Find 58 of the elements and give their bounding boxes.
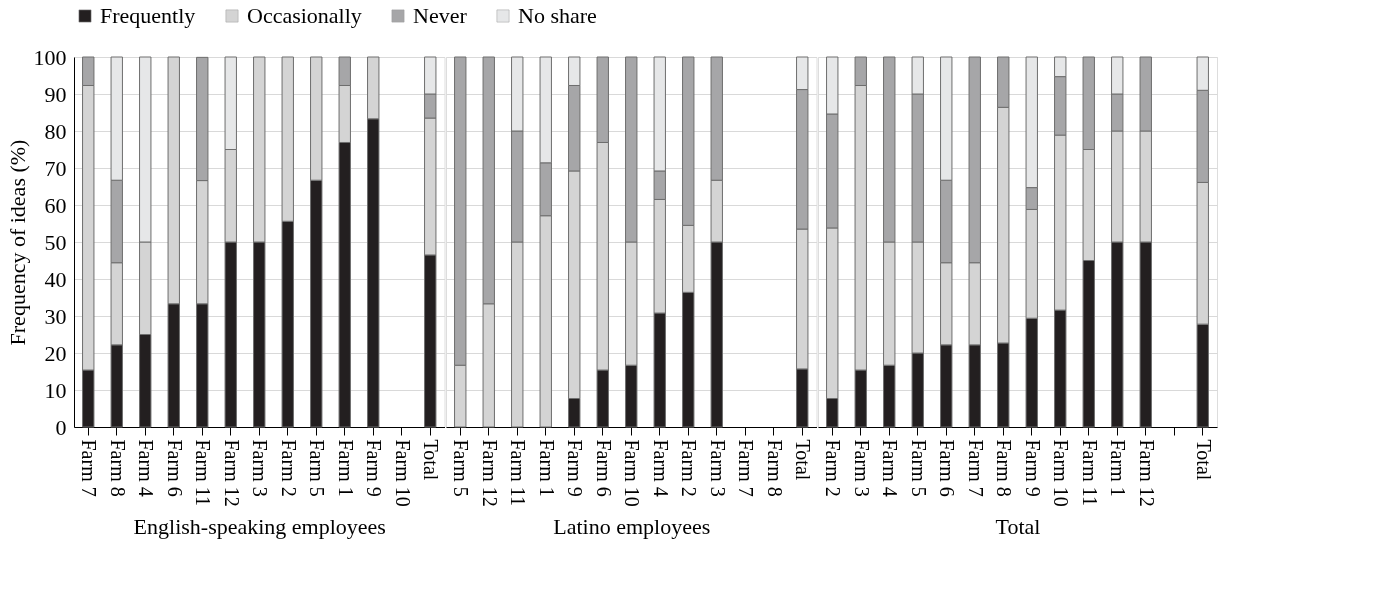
x-tick-label: Farm 9: [1021, 439, 1044, 497]
x-tick-label: Farm 8: [763, 439, 786, 497]
y-tick-label: 60: [44, 192, 67, 218]
y-tick-label: 0: [55, 414, 67, 440]
x-tick-label: Farm 8: [993, 439, 1016, 497]
x-tick-label: Farm 10: [1050, 439, 1073, 507]
x-axis-title: English-speaking employees: [133, 513, 386, 539]
x-tick-label: Farm 12: [220, 439, 243, 507]
y-tick-label: 30: [44, 303, 67, 329]
legend-label: Occasionally: [247, 3, 362, 28]
x-tick-label: Total: [1192, 439, 1215, 481]
y-axis-title: Frequency of ideas (%): [4, 139, 30, 346]
x-tick-label: Farm 4: [135, 439, 158, 497]
x-tick-label: Farm 3: [850, 439, 873, 497]
x-tick-label: Farm 6: [592, 439, 615, 497]
y-tick-label: 10: [44, 377, 67, 403]
x-axis-title: Total: [995, 513, 1041, 539]
x-tick-label: Farm 1: [535, 439, 558, 497]
x-tick-label: Farm 7: [78, 439, 101, 497]
x-tick-label: Farm 6: [163, 439, 186, 497]
x-tick-label: Farm 9: [363, 439, 386, 497]
x-tick-label: Farm 7: [964, 439, 987, 497]
x-tick-label: Farm 3: [706, 439, 729, 497]
x-tick-label: Farm 2: [277, 439, 300, 497]
y-tick-label: 80: [44, 118, 67, 144]
y-tick-label: 40: [44, 266, 67, 292]
x-tick-label: Farm 5: [306, 439, 329, 497]
x-tick-label: Total: [792, 439, 815, 481]
x-tick-label: Farm 12: [478, 439, 501, 507]
x-tick-label: Farm 11: [1078, 439, 1101, 506]
legend-label: No share: [518, 3, 597, 28]
x-tick-label: Farm 6: [936, 439, 959, 497]
x-tick-label: Farm 11: [192, 439, 215, 506]
x-tick-label: Farm 4: [649, 439, 672, 497]
x-tick-label: Farm 2: [822, 439, 845, 497]
y-tick-label: 20: [44, 340, 67, 366]
x-tick-label: Farm 8: [106, 439, 129, 497]
x-tick-label: Farm 10: [391, 439, 414, 507]
x-tick-label: Farm 3: [249, 439, 272, 497]
x-tick-label: Farm 5: [907, 439, 930, 497]
legend-label: Frequently: [100, 3, 196, 28]
y-tick-label: 90: [44, 81, 67, 107]
y-tick-label: 50: [44, 229, 67, 255]
x-tick-label: Farm 2: [678, 439, 701, 497]
y-tick-label: 100: [33, 44, 67, 70]
x-tick-label: Farm 5: [450, 439, 473, 497]
x-tick-label: Farm 7: [735, 439, 758, 497]
x-tick-label: Farm 10: [621, 439, 644, 507]
x-tick-label: Farm 1: [334, 439, 357, 497]
x-axis-title: Latino employees: [553, 513, 711, 539]
x-tick-label: Total: [420, 439, 443, 481]
x-tick-label: Farm 9: [564, 439, 587, 497]
legend-label: Never: [413, 3, 468, 28]
x-tick-label: Farm 12: [1135, 439, 1158, 507]
y-tick-label: 70: [44, 155, 67, 181]
x-tick-label: Farm 11: [507, 439, 530, 506]
x-tick-label: Farm 1: [1107, 439, 1130, 497]
x-tick-label: Farm 4: [879, 439, 902, 497]
